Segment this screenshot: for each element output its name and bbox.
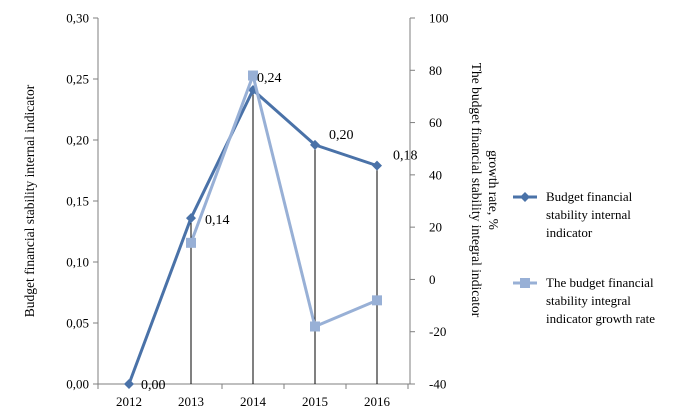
legend-swatch-marker <box>520 192 530 202</box>
left-axis-title: Budget financial stability internal indi… <box>22 84 37 317</box>
data-label: 0,00 <box>141 378 166 393</box>
series-line-2 <box>189 74 378 328</box>
data-label: 0,14 <box>205 213 230 228</box>
x-tick-label: 2016 <box>364 394 391 409</box>
series-point-2 <box>248 70 258 81</box>
right-tick-label: 20 <box>429 220 442 235</box>
series-point-2 <box>372 295 382 306</box>
data-label: 0,20 <box>329 128 354 143</box>
right-tick-label: 100 <box>429 11 449 26</box>
series-point-2 <box>186 237 196 248</box>
series-point-2 <box>310 321 320 332</box>
x-tick-label: 2012 <box>116 394 142 409</box>
legend-label-line: Budget financial <box>546 189 633 204</box>
series-group <box>124 70 382 389</box>
series-point-1 <box>372 160 382 171</box>
legend-label-line: The budget financial <box>546 275 654 290</box>
right-tick-label: 60 <box>429 115 442 130</box>
left-tick-label: 0,15 <box>66 194 89 209</box>
legend-swatch-marker <box>520 278 530 288</box>
legend-label-line: indicator <box>546 225 593 240</box>
legend-label-line: stability integral <box>546 293 631 308</box>
data-label: 0,18 <box>393 149 418 164</box>
legend: Budget financial stability internal indica… <box>513 189 655 326</box>
right-axis-title-line: The budget financial stability integral … <box>469 63 484 318</box>
series-point-1 <box>124 379 134 389</box>
data-labels: 0,00 0,14 0,24 0,20 0,18 <box>141 71 418 393</box>
x-tick-label: 2014 <box>240 394 267 409</box>
data-label: 0,24 <box>257 71 282 86</box>
x-tick-label: 2013 <box>178 394 204 409</box>
legend-label-line: stability internal <box>546 207 631 222</box>
left-tick-label: 0,20 <box>66 133 89 148</box>
left-tick-label: 0,25 <box>66 72 89 87</box>
left-tick-label: 0,05 <box>66 316 89 331</box>
series-point-1 <box>186 213 196 224</box>
axes: 0,00 0,05 0,10 0,15 0,20 0,25 0,30 -40 -20 0 20 40 6… <box>22 11 501 410</box>
right-tick-label: 40 <box>429 167 442 182</box>
x-tick-label: 2015 <box>302 394 328 409</box>
left-tick-label: 0,30 <box>66 11 89 26</box>
right-axis-title-line: growth rate, % <box>486 150 501 230</box>
right-tick-label: 80 <box>429 63 442 78</box>
left-tick-label: 0,00 <box>66 377 89 392</box>
right-tick-label: -20 <box>429 324 446 339</box>
left-tick-label: 0,10 <box>66 255 89 270</box>
series-point-1 <box>310 139 320 150</box>
legend-label-line: indicator growth rate <box>546 311 655 326</box>
right-tick-label: -40 <box>429 377 446 392</box>
right-tick-label: 0 <box>429 272 436 287</box>
